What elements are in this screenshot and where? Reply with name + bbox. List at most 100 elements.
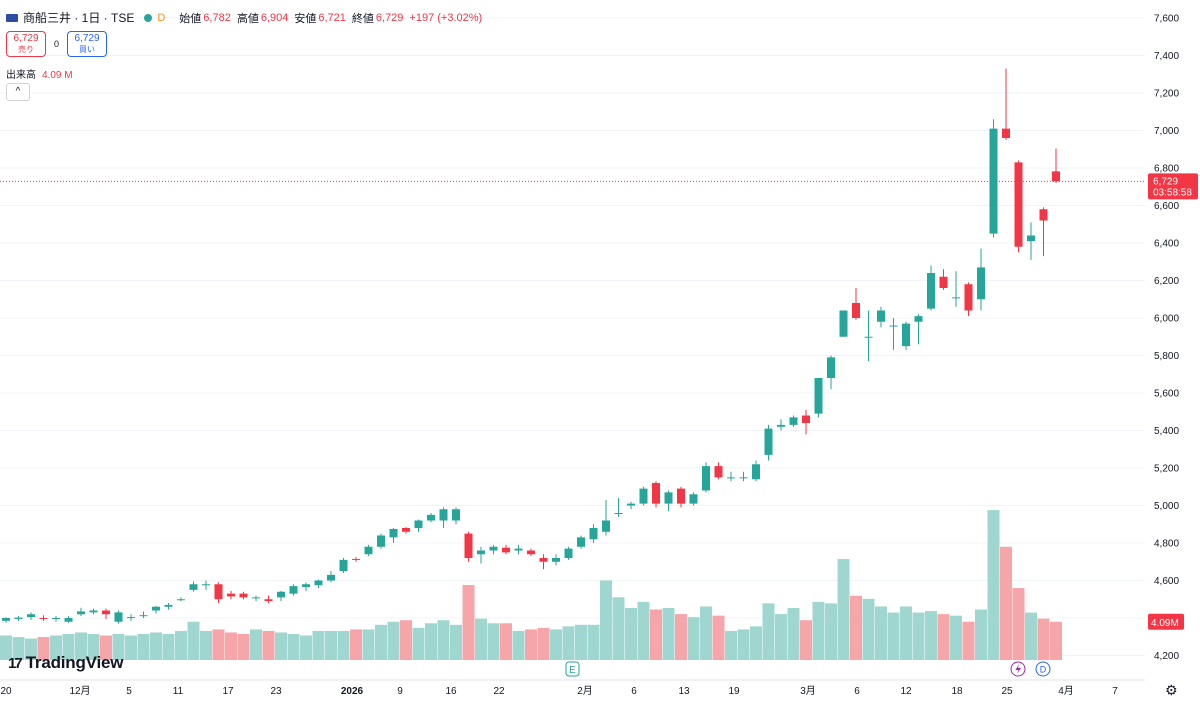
candle-body [52,618,60,619]
candle-body [852,303,860,318]
candle-body [227,593,235,597]
candle-body [789,417,798,425]
price-tick-label: 5,800 [1154,351,1179,362]
settings-icon[interactable]: ⚙ [1165,682,1178,698]
candle-body [427,514,435,521]
volume-bar [337,630,350,660]
volume-bar [812,601,825,660]
volume-bar [162,633,175,660]
candle-body [327,574,335,581]
volume-bar [212,629,225,660]
tradingview-logo[interactable]: 17 TradingView [8,653,124,673]
candle-body [652,483,660,504]
volume-bar [1025,612,1037,660]
time-tick-label: 6 [631,686,637,697]
volume-bar [637,601,650,660]
low-label: 安値 [294,12,317,25]
candle-body [939,276,948,288]
volume-bar [500,623,512,660]
volume-bar [612,597,625,660]
price-axis[interactable]: 4,2004,4004,6004,8005,0005,2005,4005,600… [1148,14,1198,663]
sell-button[interactable]: 6,729 売り [6,31,46,57]
buy-button[interactable]: 6,729 買い [67,31,107,57]
candle-body [352,558,360,560]
volume-bar [725,630,737,660]
candle-body [814,378,823,414]
volume-bar [487,623,500,660]
volume-bar [300,635,312,660]
price-tick-label: 5,400 [1154,426,1179,437]
volume-bar [837,559,850,660]
candle-body [439,509,448,521]
volume-bar [575,624,587,660]
volume-bar [987,510,1000,660]
volume-bar [975,609,987,660]
candle-body [2,618,10,621]
data-flag[interactable]: D [157,11,166,24]
volume-label: 出来高 [6,70,36,81]
candle-body [114,612,123,622]
candle-body [752,464,760,480]
change-value: +197 (+3.02%) [409,11,483,24]
volume-bar [675,614,687,660]
time-tick-label: 16 [445,686,457,697]
candle-body [314,580,323,586]
volume-bar [825,603,837,660]
candle-body [714,466,723,478]
volume-bar [762,603,775,660]
volume-bars [0,510,1062,660]
time-tick-label: 23 [270,686,282,697]
volume-bar [350,629,362,660]
price-tick-label: 6,000 [1154,314,1179,325]
volume-bar [512,630,525,660]
volume-bar [700,606,712,660]
candle-body [739,477,748,479]
time-tick-label: 13 [678,686,690,697]
candle-body [689,494,698,504]
candle-body [839,310,848,337]
time-tick-label: 12 [900,686,912,697]
candle-body [364,546,373,555]
volume-bar [37,637,50,660]
price-tick-label: 5,000 [1154,501,1179,512]
candle-body [202,584,210,586]
candle-body [1027,235,1035,242]
sell-price: 6,729 [13,33,39,44]
volume-bar [237,633,250,660]
volume-value: 4.09 M [42,70,73,81]
candle-body [1014,162,1023,247]
time-axis[interactable]: 20 12月 5 11 17 23 2026 9 16 22 2月 6 13 19 3月 6 12 18 25 4月 7 [0,679,1145,697]
candle-body [189,584,198,590]
collapse-button[interactable]: ^ [6,83,30,101]
candle-body [564,548,573,558]
time-tick-label: 2月 [577,685,593,697]
candle-body [452,509,460,521]
volume-bar [550,629,562,660]
symbol-title[interactable]: 商船三井 · 1日 · TSE [23,11,135,25]
volume-bar [1012,588,1025,660]
market-status-icon[interactable] [144,13,153,22]
time-tick-label: 25 [1001,686,1013,697]
volume-bar [900,606,912,660]
volume-bar [1000,546,1012,660]
buy-label: 買い [79,45,95,54]
candle-body [952,297,960,299]
volume-bar [650,609,662,660]
candle-body [889,325,898,327]
volume-legend[interactable]: 出来高 4.09 M [6,66,73,81]
candle-body [602,520,610,532]
volume-bar [100,635,112,660]
volume-bar [712,615,725,660]
price-tag-countdown: 03:58:58 [1153,187,1192,198]
price-tick-label: 6,200 [1154,276,1179,287]
volume-bar [462,585,475,660]
close-value: 6,729 [375,11,404,24]
volume-bar [62,633,75,660]
sell-label: 売り [18,45,34,54]
volume-bar [287,633,300,660]
buy-price: 6,729 [74,33,100,44]
candle-body [264,599,273,602]
volume-bar [275,632,287,660]
